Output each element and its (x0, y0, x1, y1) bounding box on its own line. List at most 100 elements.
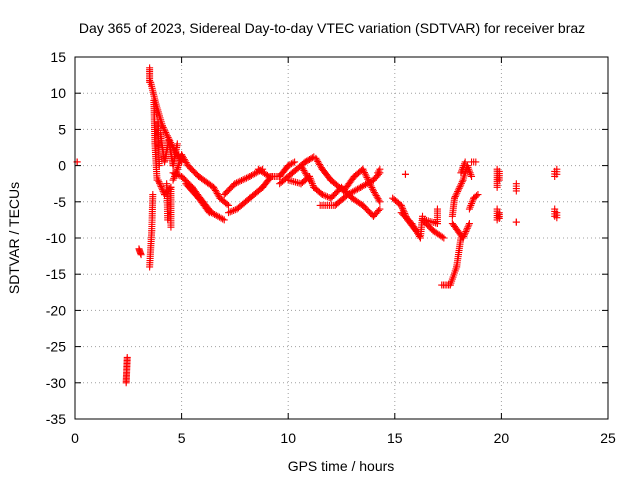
data-point (368, 184, 376, 192)
data-point (397, 201, 405, 209)
data-point (231, 180, 239, 188)
data-point (363, 174, 371, 182)
x-tick-label: 20 (494, 430, 510, 446)
y-tick-label: 5 (58, 121, 66, 137)
x-tick-label: 5 (178, 430, 186, 446)
data-point (369, 185, 377, 193)
data-point (159, 123, 167, 131)
data-points (73, 64, 561, 387)
data-point (162, 128, 170, 136)
data-point (238, 176, 246, 184)
data-point (360, 167, 368, 175)
data-point (243, 174, 251, 182)
data-point (155, 178, 163, 186)
data-point (236, 177, 244, 185)
data-point (163, 130, 171, 138)
data-point (172, 170, 180, 178)
data-point (123, 353, 131, 361)
grid (75, 57, 608, 419)
data-point (460, 232, 468, 240)
data-point (228, 207, 236, 215)
data-point (361, 170, 369, 178)
data-point (291, 158, 299, 166)
data-point (495, 214, 503, 222)
data-point (473, 192, 481, 200)
data-point (230, 206, 238, 214)
data-point (462, 228, 470, 236)
data-point (367, 182, 375, 190)
data-point (376, 198, 384, 206)
data-point (241, 175, 249, 183)
data-point (472, 158, 480, 166)
data-point (149, 191, 157, 199)
y-axis-ticks: 15 10 5 0 -5 -10 -15 -20 -25 -30 -35 (46, 49, 608, 427)
data-point (219, 215, 227, 223)
data-point (451, 193, 459, 201)
data-point (468, 172, 476, 180)
data-point (225, 201, 233, 209)
data-point (553, 170, 561, 178)
data-point (457, 181, 465, 189)
y-tick-label: -25 (46, 339, 66, 355)
data-point (376, 205, 384, 213)
x-tick-label: 0 (71, 430, 79, 446)
data-point (433, 205, 441, 213)
data-point (455, 184, 463, 192)
data-point (171, 170, 179, 178)
y-tick-label: -30 (46, 375, 66, 391)
data-point (287, 160, 295, 168)
data-point (306, 176, 314, 184)
data-point (512, 218, 520, 226)
data-point (440, 234, 448, 242)
data-point (234, 178, 242, 186)
y-tick-label: -20 (46, 302, 66, 318)
data-point (205, 209, 213, 217)
data-point (474, 191, 482, 199)
data-point (495, 176, 503, 184)
y-tick-label: -15 (46, 266, 66, 282)
y-tick-label: 0 (58, 158, 66, 174)
y-tick-label: -35 (46, 411, 66, 427)
data-point (365, 177, 373, 185)
data-point (398, 203, 406, 211)
data-point (362, 172, 370, 180)
data-point (459, 234, 467, 242)
data-point (464, 223, 472, 231)
data-point (463, 226, 471, 234)
data-point (320, 191, 328, 199)
data-point (322, 192, 330, 200)
data-point (167, 223, 175, 231)
data-point (366, 180, 374, 188)
data-point (161, 127, 169, 135)
data-point (375, 196, 383, 204)
data-point (233, 179, 241, 187)
data-point (174, 171, 182, 179)
data-point (461, 229, 469, 237)
data-point (305, 174, 313, 182)
data-point (239, 176, 247, 184)
data-point (325, 193, 333, 201)
x-tick-label: 25 (600, 430, 616, 446)
data-point (453, 189, 461, 197)
data-point (359, 165, 367, 173)
y-axis-label: SDTVAR / TECUs (6, 182, 22, 294)
data-point (157, 183, 165, 191)
data-point (456, 183, 464, 191)
x-axis-label: GPS time / hours (288, 458, 395, 474)
data-point (463, 224, 471, 232)
data-point (155, 162, 163, 170)
data-point (173, 140, 181, 148)
chart-title: Day 365 of 2023, Sidereal Day-to-day VTE… (79, 20, 585, 36)
data-point (163, 132, 171, 140)
y-tick-label: -5 (54, 194, 67, 210)
data-point (263, 171, 271, 179)
data-point (156, 179, 164, 187)
data-point (244, 173, 252, 181)
data-point (460, 231, 468, 239)
data-point (465, 220, 473, 228)
data-point (375, 206, 383, 214)
x-tick-label: 15 (387, 430, 403, 446)
data-point (160, 125, 168, 133)
data-point (225, 209, 233, 217)
